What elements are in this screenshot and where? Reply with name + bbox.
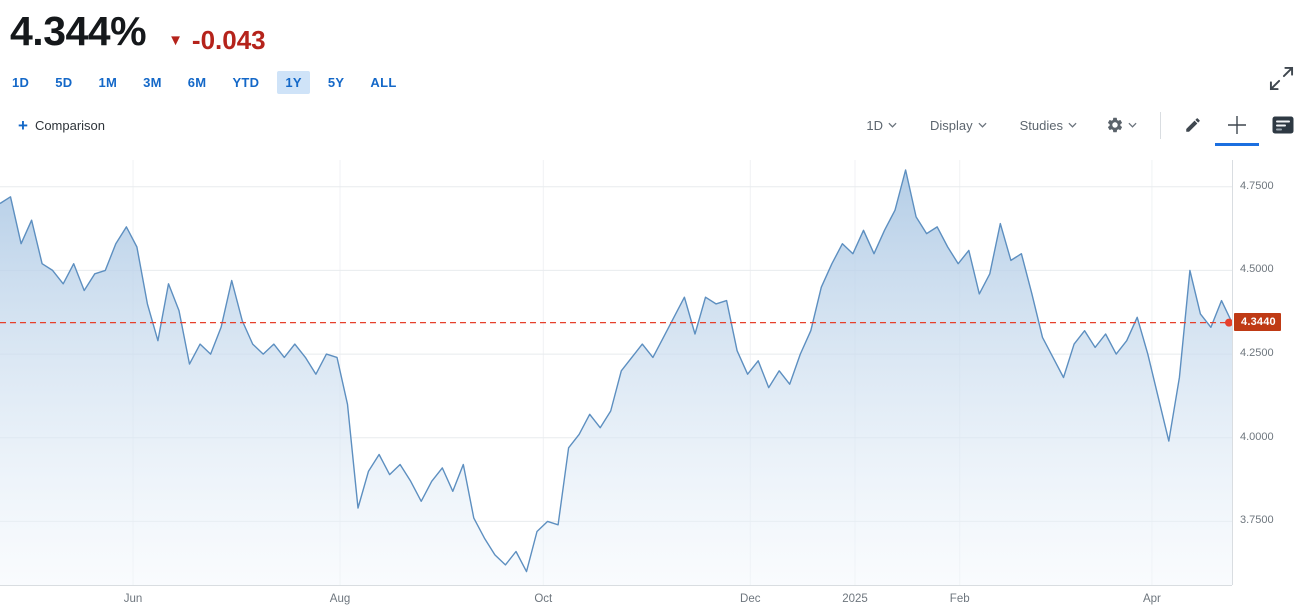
crosshair-icon — [1228, 116, 1246, 134]
draw-button[interactable] — [1182, 114, 1204, 136]
price-chart[interactable] — [0, 160, 1232, 585]
add-comparison-button[interactable]: + Comparison — [12, 116, 111, 135]
toolbar-separator — [1160, 111, 1161, 139]
range-tab-1d[interactable]: 1D — [4, 71, 37, 94]
change-value: -0.043 — [191, 25, 266, 55]
last-price-dot — [1225, 318, 1232, 327]
range-tab-all[interactable]: ALL — [362, 71, 404, 94]
plus-icon: + — [18, 115, 28, 135]
expand-icon — [1269, 66, 1294, 91]
display-label: Display — [930, 117, 973, 133]
gear-icon — [1107, 117, 1123, 133]
series-line — [0, 169, 1232, 573]
range-tab-6m[interactable]: 6M — [180, 71, 215, 94]
periodicity-dropdown[interactable]: 1D — [860, 117, 903, 134]
x-axis-label: 2025 — [842, 593, 868, 605]
toolbar-right-group: 1D Display Studies — [860, 111, 1296, 146]
range-tabs: 1D 5D 1M 3M 6M YTD 1Y 5Y ALL — [4, 71, 1310, 94]
y-axis-label: 4.2500 — [1240, 347, 1274, 360]
range-tab-1m[interactable]: 1M — [90, 71, 125, 94]
settings-button[interactable] — [1104, 114, 1139, 136]
chart-toolbar: + Comparison 1D Display Studies — [0, 102, 1310, 146]
range-tab-5y[interactable]: 5Y — [320, 71, 353, 94]
chevron-down-icon — [1068, 122, 1077, 128]
down-arrow-icon: ▼ — [168, 32, 183, 49]
x-axis-label: Jun — [123, 593, 143, 605]
y-axis-label: 3.7500 — [1240, 514, 1274, 527]
chevron-down-icon — [978, 122, 987, 128]
chevron-down-icon — [888, 122, 897, 128]
chevron-down-icon — [1128, 122, 1137, 128]
expand-button[interactable] — [1267, 64, 1296, 96]
pencil-icon — [1186, 118, 1200, 132]
range-tab-3m[interactable]: 3M — [135, 71, 170, 94]
display-dropdown[interactable]: Display — [924, 117, 993, 134]
x-axis-label: Dec — [740, 593, 761, 605]
periodicity-label: 1D — [866, 117, 883, 133]
range-tab-ytd[interactable]: YTD — [224, 71, 267, 94]
studies-dropdown[interactable]: Studies — [1014, 117, 1083, 134]
range-tab-5d[interactable]: 5D — [47, 71, 80, 94]
x-axis-label: Aug — [329, 593, 351, 605]
price-change: ▼ -0.043 — [168, 25, 266, 56]
chart-region: 4.3440 4.7500 4.5000 4.2500 4.0000 3.7500 Ju… — [0, 160, 1310, 613]
y-axis-label: 4.5000 — [1240, 263, 1274, 276]
x-axis-label: Apr — [1142, 593, 1161, 605]
studies-label: Studies — [1019, 117, 1063, 133]
range-tab-1y[interactable]: 1Y — [277, 71, 310, 94]
y-axis[interactable]: 4.3440 4.7500 4.5000 4.2500 4.0000 3.7500 — [1232, 160, 1310, 585]
crosshair-button[interactable] — [1215, 113, 1259, 146]
quote-header: 4.344% ▼ -0.043 — [0, 0, 1310, 56]
price-value: 4.344% — [10, 8, 147, 54]
x-axis-label: Oct — [534, 593, 553, 605]
chart-plot-area[interactable] — [0, 160, 1232, 585]
table-view-button[interactable] — [1270, 114, 1296, 136]
comparison-label: Comparison — [34, 117, 106, 133]
series-area-fill — [0, 170, 1232, 585]
current-price-badge: 4.3440 — [1234, 313, 1281, 332]
y-axis-label: 4.7500 — [1240, 179, 1274, 192]
x-axis[interactable]: Jun Aug Oct Dec 2025 Feb Apr — [0, 585, 1232, 613]
x-axis-label: Feb — [949, 593, 970, 605]
table-view-icon — [1272, 116, 1294, 134]
y-axis-label: 4.0000 — [1240, 430, 1274, 443]
